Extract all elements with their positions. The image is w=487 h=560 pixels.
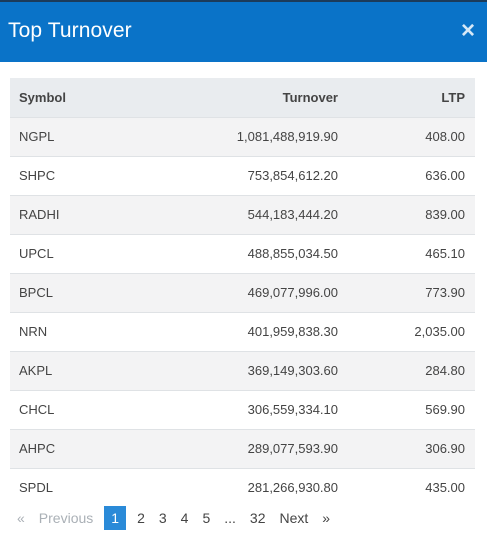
page-1-button[interactable]: 1: [104, 506, 127, 530]
cell-turnover: 488,855,034.50: [247, 246, 338, 261]
column-header-turnover[interactable]: Turnover: [282, 89, 338, 105]
table-row[interactable]: BPCL 469,077,996.00 773.90: [10, 273, 475, 312]
cell-turnover: 306,559,334.10: [247, 402, 338, 417]
previous-button: Previous: [38, 510, 94, 526]
table-row[interactable]: RADHI 544,183,444.20 839.00: [10, 195, 475, 234]
cell-turnover: 469,077,996.00: [247, 285, 338, 300]
table-row[interactable]: AKPL 369,149,303.60 284.80: [10, 351, 475, 390]
table-row[interactable]: SPDL 281,266,930.80 435.00: [10, 468, 475, 507]
first-page-icon: «: [17, 510, 25, 526]
cell-symbol: SHPC: [19, 168, 56, 183]
pagination: « Previous 1 2 3 4 5 ... 32 Next »: [10, 506, 337, 530]
cell-turnover: 281,266,930.80: [247, 480, 338, 496]
page-4-button[interactable]: 4: [180, 510, 189, 526]
page-2-button[interactable]: 2: [137, 510, 145, 526]
last-page-icon[interactable]: »: [322, 510, 331, 526]
page-5-button[interactable]: 5: [202, 510, 211, 526]
cell-ltp: 306.90: [425, 441, 465, 456]
cell-symbol: AHPC: [19, 441, 56, 456]
modal-header: Top Turnover ×: [0, 0, 487, 62]
cell-ltp: 465.10: [425, 246, 465, 261]
cell-ltp: 408.00: [425, 129, 465, 144]
table-header-row: Symbol Turnover LTP: [10, 78, 475, 117]
table-row[interactable]: UPCL 488,855,034.50 465.10: [10, 234, 475, 273]
page-32-button[interactable]: 32: [249, 510, 266, 526]
cell-turnover: 369,149,303.60: [247, 363, 338, 378]
cell-symbol: NRN: [19, 324, 48, 339]
cell-turnover: 401,959,838.30: [247, 324, 338, 339]
table-row[interactable]: NGPL 1,081,488,919.90 408.00: [10, 117, 475, 156]
cell-ltp: 839.00: [425, 207, 465, 222]
cell-turnover: 544,183,444.20: [247, 207, 338, 222]
cell-ltp: 569.90: [425, 402, 465, 417]
cell-symbol: AKPL: [19, 363, 53, 378]
table-row[interactable]: CHCL 306,559,334.10 569.90: [10, 390, 475, 429]
table-row[interactable]: SHPC 753,854,612.20 636.00: [10, 156, 475, 195]
cell-symbol: SPDL: [19, 480, 53, 496]
top-strip: [0, 0, 487, 2]
column-header-ltp[interactable]: LTP: [441, 89, 465, 105]
cell-ltp: 773.90: [425, 285, 465, 300]
cell-symbol: NGPL: [19, 129, 55, 144]
cell-turnover: 289,077,593.90: [247, 441, 338, 456]
page-3-button[interactable]: 3: [158, 510, 167, 526]
cell-ltp: 636.00: [425, 168, 465, 183]
cell-symbol: BPCL: [19, 285, 53, 300]
turnover-table-container: Symbol Turnover LTP NGPL 1,081,488,919.90…: [10, 78, 475, 507]
cell-symbol: UPCL: [19, 246, 54, 261]
cell-turnover: 1,081,488,919.90: [236, 129, 338, 144]
table-row[interactable]: AHPC 289,077,593.90 306.90: [10, 429, 475, 468]
cell-symbol: CHCL: [19, 402, 55, 417]
cell-ltp: 2,035.00: [414, 324, 465, 339]
turnover-table: Symbol Turnover LTP NGPL 1,081,488,919.90…: [10, 78, 475, 507]
next-button[interactable]: Next: [279, 510, 309, 526]
table-row[interactable]: NRN 401,959,838.30 2,035.00: [10, 312, 475, 351]
pagination-ellipsis: ...: [224, 510, 236, 526]
close-icon[interactable]: ×: [460, 17, 475, 44]
cell-ltp: 284.80: [425, 363, 465, 378]
modal-title: Top Turnover: [8, 19, 132, 42]
cell-ltp: 435.00: [425, 480, 465, 496]
cell-turnover: 753,854,612.20: [247, 168, 338, 183]
cell-symbol: RADHI: [19, 207, 60, 222]
column-header-symbol[interactable]: Symbol: [19, 89, 66, 105]
